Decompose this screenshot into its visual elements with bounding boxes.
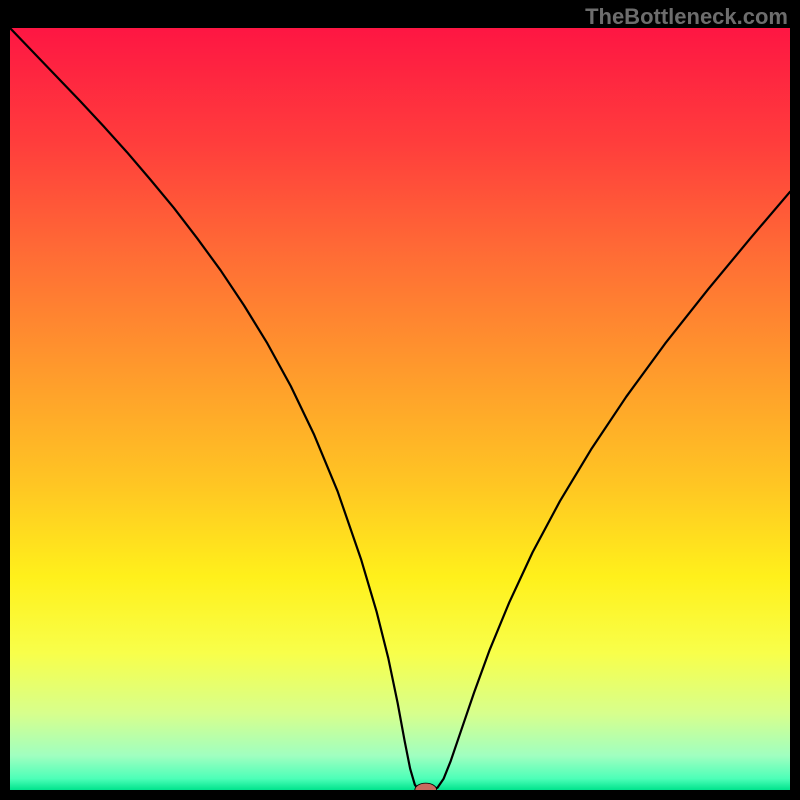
watermark-text: TheBottleneck.com	[585, 4, 788, 30]
plot-area	[10, 28, 790, 790]
chart-background	[10, 28, 790, 790]
chart-frame: TheBottleneck.com	[0, 0, 800, 800]
bottleneck-chart	[10, 28, 790, 790]
